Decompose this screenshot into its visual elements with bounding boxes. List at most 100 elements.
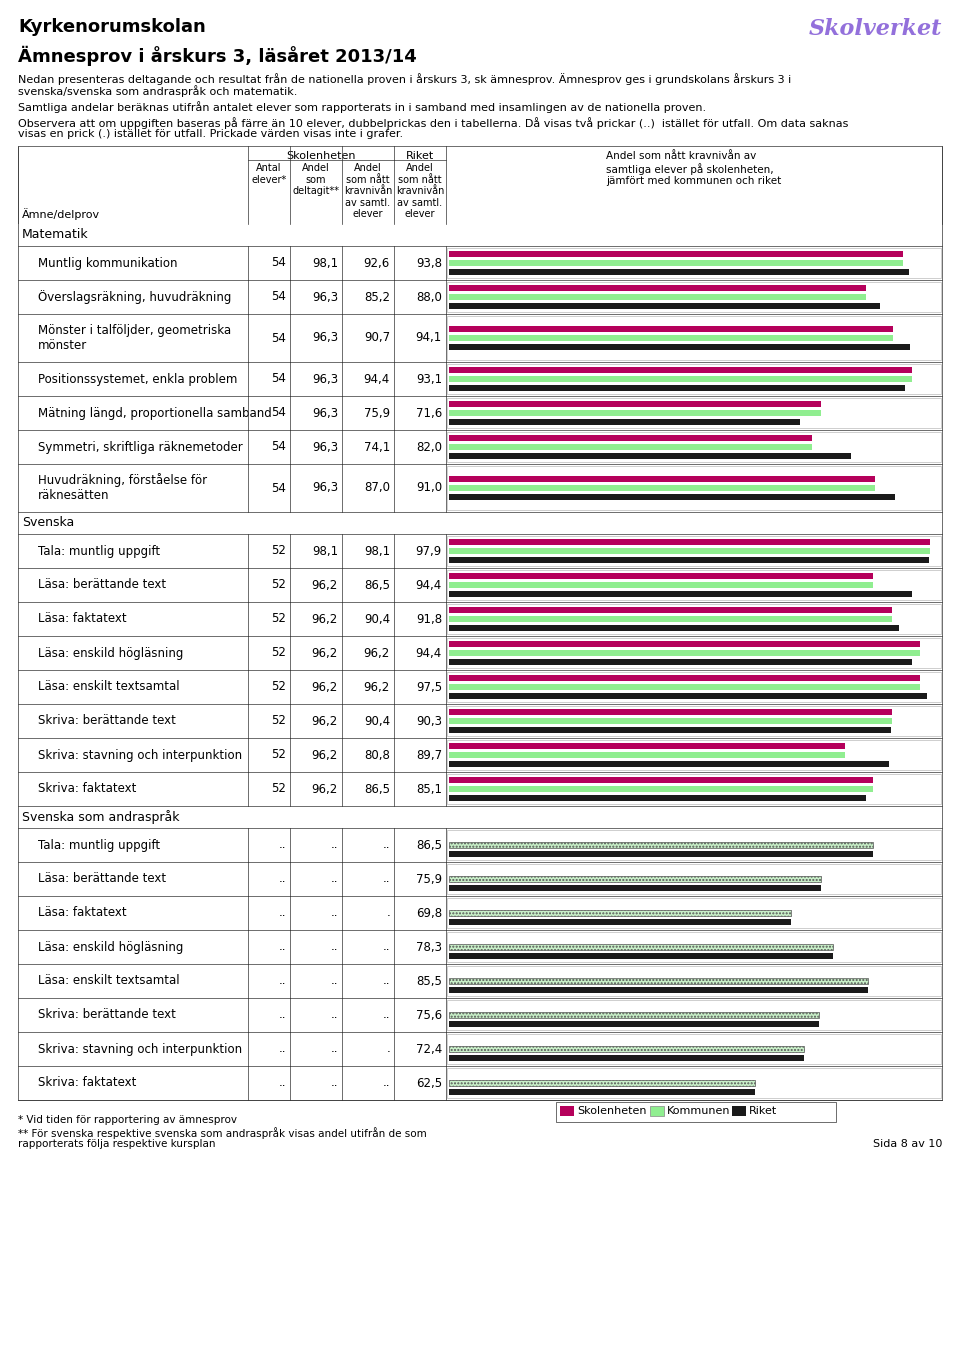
Bar bbox=[18, 670, 942, 704]
Text: .: . bbox=[386, 1043, 390, 1055]
Text: Andel
som nått
kravnivån
av samtl.
elever: Andel som nått kravnivån av samtl. eleve… bbox=[344, 163, 393, 219]
Text: 85,5: 85,5 bbox=[416, 974, 442, 988]
Text: Mätning längd, proportionella samband: Mätning längd, proportionella samband bbox=[38, 407, 272, 420]
Text: 54: 54 bbox=[271, 290, 286, 304]
Text: Nedan presenteras deltagande och resultat från de nationella proven i årskurs 3,: Nedan presenteras deltagande och resulta… bbox=[18, 73, 791, 85]
Text: Skriva: faktatext: Skriva: faktatext bbox=[38, 1077, 136, 1089]
Text: visas en prick (.) istället för utfall. Prickade värden visas inte i grafer.: visas en prick (.) istället för utfall. … bbox=[18, 128, 403, 139]
Bar bbox=[449, 761, 889, 767]
Bar bbox=[447, 466, 941, 509]
Bar bbox=[447, 898, 941, 928]
Text: 91,8: 91,8 bbox=[416, 612, 442, 626]
Bar bbox=[449, 269, 908, 276]
Bar bbox=[18, 280, 942, 313]
Text: 69,8: 69,8 bbox=[416, 907, 442, 920]
Bar bbox=[449, 1055, 804, 1061]
Bar bbox=[18, 807, 942, 828]
Text: 90,3: 90,3 bbox=[416, 715, 442, 727]
Text: Skolenheten: Skolenheten bbox=[577, 1106, 646, 1116]
Bar bbox=[447, 282, 941, 312]
Bar bbox=[447, 932, 941, 962]
Text: 54: 54 bbox=[271, 373, 286, 385]
Text: Läsa: enskilt textsamtal: Läsa: enskilt textsamtal bbox=[38, 974, 180, 988]
Text: ..: .. bbox=[278, 1043, 286, 1055]
Bar bbox=[18, 828, 942, 862]
Text: Skriva: stavning och interpunktion: Skriva: stavning och interpunktion bbox=[38, 1043, 242, 1055]
Text: ..: .. bbox=[330, 940, 338, 954]
Bar bbox=[449, 640, 921, 647]
Bar bbox=[447, 1000, 941, 1029]
Bar bbox=[449, 676, 921, 681]
Bar bbox=[447, 638, 941, 667]
Text: 96,2: 96,2 bbox=[312, 578, 338, 592]
Text: 96,3: 96,3 bbox=[312, 290, 338, 304]
Text: .: . bbox=[386, 907, 390, 920]
Text: ..: .. bbox=[382, 940, 390, 954]
Text: 91,0: 91,0 bbox=[416, 481, 442, 494]
Bar bbox=[18, 896, 942, 929]
Text: 98,1: 98,1 bbox=[312, 257, 338, 269]
Bar bbox=[449, 1021, 820, 1027]
Bar bbox=[449, 988, 868, 993]
Text: 96,2: 96,2 bbox=[312, 782, 338, 796]
Text: ..: .. bbox=[278, 873, 286, 885]
Text: 93,1: 93,1 bbox=[416, 373, 442, 385]
Text: 93,8: 93,8 bbox=[416, 257, 442, 269]
Text: 87,0: 87,0 bbox=[364, 481, 390, 494]
Bar bbox=[447, 570, 941, 600]
Text: 89,7: 89,7 bbox=[416, 748, 442, 762]
Bar bbox=[447, 536, 941, 566]
Text: Andel
som nått
kravnivån
av samtl.
elever: Andel som nått kravnivån av samtl. eleve… bbox=[396, 163, 444, 219]
Text: 52: 52 bbox=[271, 578, 286, 592]
Text: 96,2: 96,2 bbox=[312, 748, 338, 762]
Bar bbox=[449, 1012, 820, 1019]
Bar bbox=[449, 295, 867, 300]
Text: 96,3: 96,3 bbox=[312, 331, 338, 345]
Bar bbox=[18, 636, 942, 670]
Text: 97,5: 97,5 bbox=[416, 681, 442, 693]
Bar bbox=[449, 476, 876, 482]
Text: Skriva: berättande text: Skriva: berättande text bbox=[38, 1008, 176, 1021]
Bar bbox=[18, 246, 942, 280]
Text: ..: .. bbox=[330, 1043, 338, 1055]
Bar bbox=[18, 512, 942, 534]
Text: 75,9: 75,9 bbox=[416, 873, 442, 885]
Text: 96,2: 96,2 bbox=[312, 647, 338, 659]
Text: 98,1: 98,1 bbox=[312, 544, 338, 558]
Bar bbox=[18, 396, 942, 430]
Text: ..: .. bbox=[278, 839, 286, 851]
Text: 90,4: 90,4 bbox=[364, 612, 390, 626]
Text: 85,1: 85,1 bbox=[416, 782, 442, 796]
Text: 86,5: 86,5 bbox=[364, 782, 390, 796]
Text: ..: .. bbox=[382, 1077, 390, 1089]
Text: 96,2: 96,2 bbox=[312, 612, 338, 626]
Text: 94,4: 94,4 bbox=[416, 578, 442, 592]
Text: ..: .. bbox=[330, 907, 338, 920]
Bar bbox=[18, 146, 942, 224]
Text: Matematik: Matematik bbox=[22, 228, 88, 242]
Bar bbox=[449, 842, 873, 848]
Bar bbox=[556, 1102, 836, 1121]
Bar bbox=[447, 604, 941, 634]
Bar bbox=[447, 363, 941, 394]
Text: Överslagsräkning, huvudräkning: Överslagsräkning, huvudräkning bbox=[38, 290, 231, 304]
Text: 52: 52 bbox=[271, 647, 286, 659]
Text: 96,3: 96,3 bbox=[312, 440, 338, 454]
Bar bbox=[449, 335, 894, 340]
Bar bbox=[18, 430, 942, 463]
Text: 78,3: 78,3 bbox=[416, 940, 442, 954]
Text: 86,5: 86,5 bbox=[416, 839, 442, 851]
Bar bbox=[449, 285, 867, 290]
Text: ..: .. bbox=[382, 873, 390, 885]
Text: 54: 54 bbox=[271, 481, 286, 494]
Text: 82,0: 82,0 bbox=[416, 440, 442, 454]
Bar bbox=[447, 249, 941, 278]
Bar bbox=[447, 830, 941, 861]
Text: 90,4: 90,4 bbox=[364, 715, 390, 727]
Bar bbox=[447, 671, 941, 703]
Text: 54: 54 bbox=[271, 407, 286, 420]
Bar bbox=[18, 362, 942, 396]
Text: 94,4: 94,4 bbox=[364, 373, 390, 385]
Text: 74,1: 74,1 bbox=[364, 440, 390, 454]
Text: 96,2: 96,2 bbox=[312, 681, 338, 693]
